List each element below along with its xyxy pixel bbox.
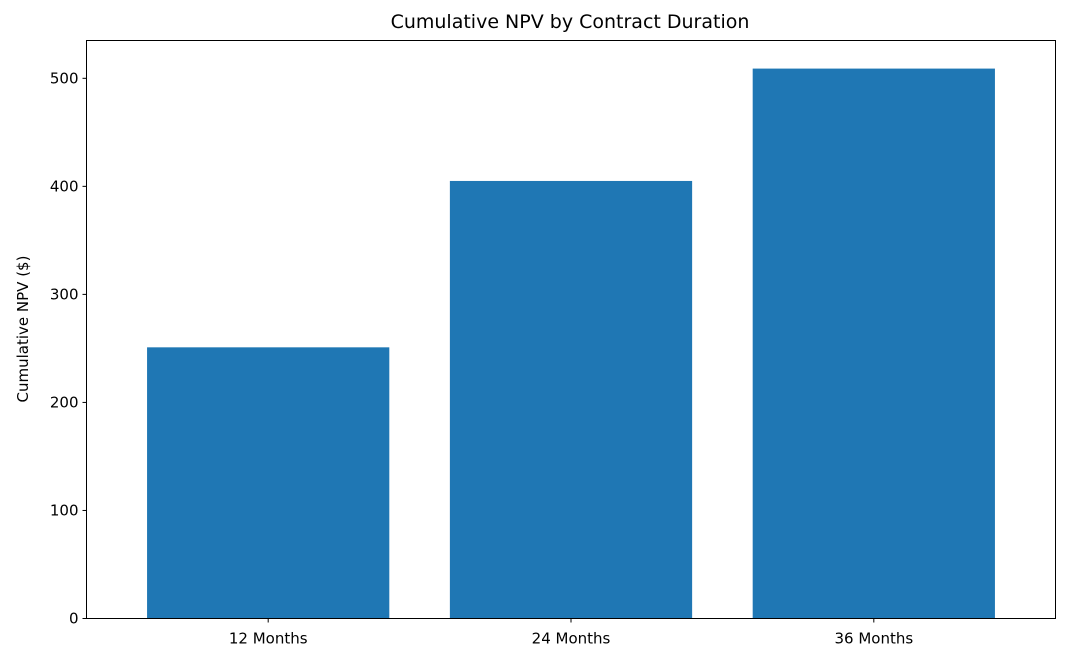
x-tick-label: 36 Months [834,630,913,648]
y-tick-label: 400 [50,177,79,195]
x-axis-ticks: 12 Months 24 Months 36 Months [229,618,913,648]
bar-36-months [752,68,995,619]
y-tick-label: 500 [50,69,79,87]
x-tick-label: 12 Months [229,630,308,648]
plot-area-frame [86,40,1056,619]
y-axis-ticks: 0 100 200 300 400 500 [50,69,87,628]
y-tick-label: 200 [50,393,79,411]
bar-24-months [449,180,693,619]
x-tick-label: 24 Months [532,630,611,648]
bars-group [147,68,995,619]
y-tick-label: 0 [69,610,79,628]
chart-title: Cumulative NPV by Contract Duration [391,11,750,33]
bar-12-months [147,347,390,619]
y-tick-label: 300 [50,285,79,303]
y-tick-label: 100 [50,501,79,519]
y-axis-label: Cumulative NPV ($) [14,256,32,403]
